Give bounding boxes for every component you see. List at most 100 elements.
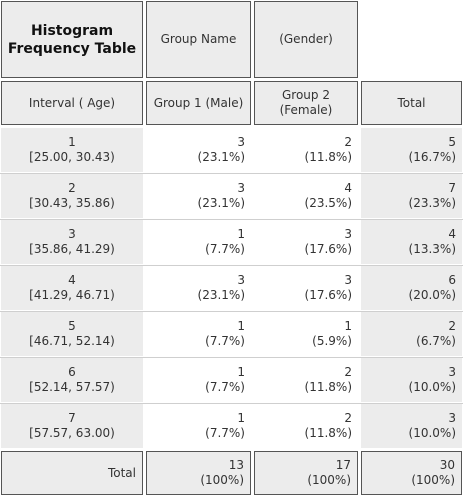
- row-6-total-primary: 3: [448, 365, 456, 379]
- row-6-group2-cell: 2 (11.8%): [254, 358, 358, 402]
- row-5-interval-primary: 5: [68, 319, 76, 333]
- row-6-group2-primary: 2: [344, 365, 352, 379]
- row-7-total-primary: 3: [448, 411, 456, 425]
- row-3-total-secondary: (13.3%): [408, 242, 456, 256]
- group2-label-line2: (Female): [279, 103, 333, 117]
- gender-label: (Gender): [279, 32, 333, 46]
- row-7-group1-secondary: (7.7%): [205, 426, 245, 440]
- row-1-interval-cell: 1 [25.00, 30.43): [1, 128, 143, 172]
- group2-header: Group 2 (Female): [254, 81, 358, 125]
- row-3-total-primary: 4: [448, 227, 456, 241]
- row-5-interval-secondary: [46.71, 52.14): [29, 334, 115, 348]
- row-2-total-cell: 7 (23.3%): [361, 174, 462, 218]
- row-6-interval-cell: 6 [52.14, 57.57): [1, 358, 143, 402]
- row-4-total-secondary: (20.0%): [408, 288, 456, 302]
- row-2-total-secondary: (23.3%): [408, 196, 456, 210]
- gender-header: (Gender): [254, 1, 358, 78]
- total-header: Total: [361, 81, 462, 125]
- row-1-interval-secondary: [25.00, 30.43): [29, 150, 115, 164]
- row-7-group2-primary: 2: [344, 411, 352, 425]
- row-5-total-secondary: (6.7%): [416, 334, 456, 348]
- row-1-group1-secondary: (23.1%): [197, 150, 245, 164]
- row-4-total-primary: 6: [448, 273, 456, 287]
- row-5-group2-primary: 1: [344, 319, 352, 333]
- row-separator: [0, 357, 463, 358]
- group1-label: Group 1 (Male): [153, 95, 244, 110]
- row-3-group1-cell: 1 (7.7%): [146, 220, 251, 264]
- table-title-line2: Frequency Table: [7, 40, 137, 57]
- row-1-interval-primary: 1: [68, 135, 76, 149]
- group2-label-line1: Group 2: [282, 88, 330, 102]
- row-separator: [0, 265, 463, 266]
- row-5-group1-cell: 1 (7.7%): [146, 312, 251, 356]
- row-3-group1-primary: 1: [237, 227, 245, 241]
- row-4-group2-primary: 3: [344, 273, 352, 287]
- totals-group1-count: 13: [228, 458, 244, 472]
- row-1-group2-secondary: (11.8%): [304, 150, 352, 164]
- totals-total-pct: (100%): [411, 473, 455, 487]
- row-5-interval-cell: 5 [46.71, 52.14): [1, 312, 143, 356]
- row-6-group2-secondary: (11.8%): [304, 380, 352, 394]
- row-6-interval-secondary: [52.14, 57.57): [29, 380, 115, 394]
- row-6-group1-secondary: (7.7%): [205, 380, 245, 394]
- row-1-total-primary: 5: [448, 135, 456, 149]
- row-3-group2-secondary: (17.6%): [304, 242, 352, 256]
- row-4-interval-primary: 4: [68, 273, 76, 287]
- row-7-total-cell: 3 (10.0%): [361, 404, 462, 448]
- row-6-group1-cell: 1 (7.7%): [146, 358, 251, 402]
- row-separator: [0, 173, 463, 174]
- row-7-group1-cell: 1 (7.7%): [146, 404, 251, 448]
- row-5-total-cell: 2 (6.7%): [361, 312, 462, 356]
- row-7-group1-primary: 1: [237, 411, 245, 425]
- row-2-group1-secondary: (23.1%): [197, 196, 245, 210]
- row-7-group2-secondary: (11.8%): [304, 426, 352, 440]
- row-7-interval-primary: 7: [68, 411, 76, 425]
- totals-group1-pct: (100%): [200, 473, 244, 487]
- row-3-group2-cell: 3 (17.6%): [254, 220, 358, 264]
- row-7-interval-cell: 7 [57.57, 63.00): [1, 404, 143, 448]
- row-2-interval-primary: 2: [68, 181, 76, 195]
- group-name-label: Group Name: [160, 32, 237, 46]
- totals-total-count: 30: [439, 458, 455, 472]
- row-3-interval-primary: 3: [68, 227, 76, 241]
- row-2-group2-cell: 4 (23.5%): [254, 174, 358, 218]
- row-6-total-cell: 3 (10.0%): [361, 358, 462, 402]
- row-2-interval-cell: 2 [30.43, 35.86): [1, 174, 143, 218]
- row-2-group2-primary: 4: [344, 181, 352, 195]
- row-1-total-cell: 5 (16.7%): [361, 128, 462, 172]
- row-5-group2-secondary: (5.9%): [312, 334, 352, 348]
- totals-group2-pct: (100%): [307, 473, 351, 487]
- row-2-interval-secondary: [30.43, 35.86): [29, 196, 115, 210]
- row-5-group1-secondary: (7.7%): [205, 334, 245, 348]
- row-1-group1-cell: 3 (23.1%): [146, 128, 251, 172]
- row-6-interval-primary: 6: [68, 365, 76, 379]
- totals-label-cell: Total: [1, 451, 143, 495]
- row-1-total-secondary: (16.7%): [408, 150, 456, 164]
- row-4-group2-cell: 3 (17.6%): [254, 266, 358, 310]
- row-5-group2-cell: 1 (5.9%): [254, 312, 358, 356]
- row-separator: [0, 219, 463, 220]
- totals-label: Total: [107, 465, 136, 480]
- totals-group2-count: 17: [335, 458, 351, 472]
- interval-label: Interval ( Age): [28, 95, 116, 110]
- row-6-total-secondary: (10.0%): [408, 380, 456, 394]
- row-3-interval-secondary: [35.86, 41.29): [29, 242, 115, 256]
- row-4-total-cell: 6 (20.0%): [361, 266, 462, 310]
- row-2-group1-cell: 3 (23.1%): [146, 174, 251, 218]
- row-6-group1-primary: 1: [237, 365, 245, 379]
- row-7-interval-secondary: [57.57, 63.00): [29, 426, 115, 440]
- interval-header: Interval ( Age): [1, 81, 143, 125]
- row-4-interval-secondary: [41.29, 46.71): [29, 288, 115, 302]
- row-3-group2-primary: 3: [344, 227, 352, 241]
- row-2-total-primary: 7: [448, 181, 456, 195]
- row-2-group1-primary: 3: [237, 181, 245, 195]
- row-1-group2-primary: 2: [344, 135, 352, 149]
- row-1-group1-primary: 3: [237, 135, 245, 149]
- row-1-group2-cell: 2 (11.8%): [254, 128, 358, 172]
- totals-total-cell: 30 (100%): [361, 451, 462, 495]
- row-separator: [0, 311, 463, 312]
- row-7-total-secondary: (10.0%): [408, 426, 456, 440]
- row-separator: [0, 403, 463, 404]
- table-title-line1: Histogram: [30, 22, 114, 39]
